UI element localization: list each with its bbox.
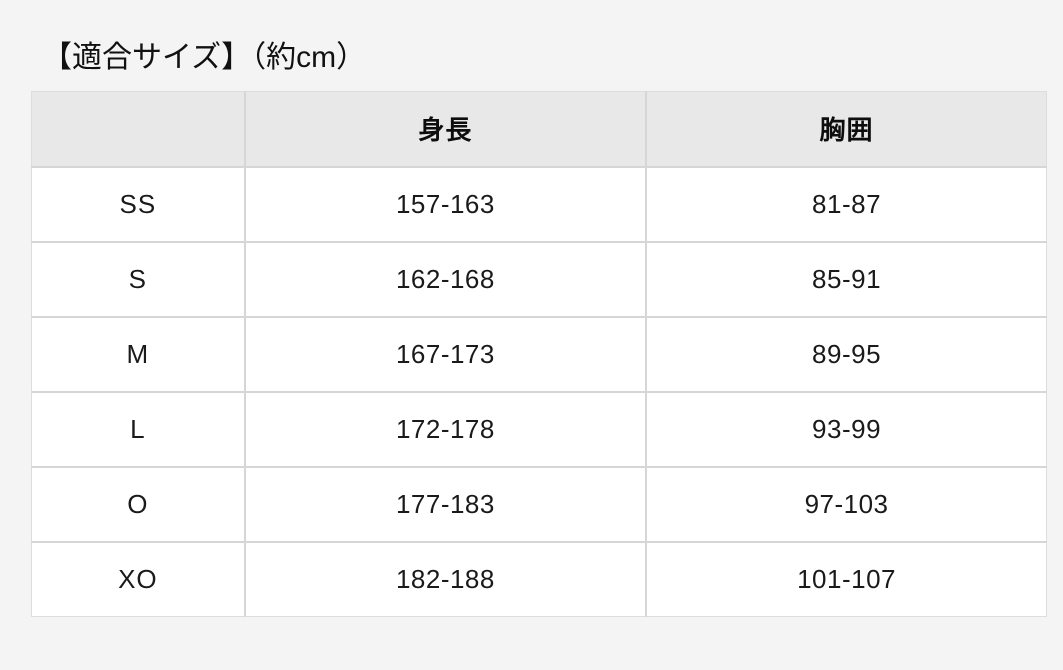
- cell-height: 177-183: [244, 466, 648, 543]
- cell-size: SS: [31, 166, 246, 243]
- column-header-chest: 胸囲: [646, 91, 1047, 168]
- cell-height: 157-163: [244, 166, 648, 243]
- cell-height: 162-168: [244, 241, 648, 318]
- table-row: XO 182-188 101-107: [31, 541, 1047, 617]
- size-table: 身長 胸囲 SS 157-163 81-87 S 162-168 85-91 M…: [31, 91, 1047, 617]
- cell-chest: 97-103: [646, 466, 1047, 543]
- table-row: S 162-168 85-91: [31, 241, 1047, 318]
- page-title: 【適合サイズ】（約cm）: [42, 41, 367, 74]
- cell-size: O: [31, 466, 246, 543]
- cell-height: 167-173: [244, 316, 648, 393]
- cell-chest: 81-87: [646, 166, 1047, 243]
- table-header-row: 身長 胸囲: [31, 91, 1047, 168]
- table-header: 身長 胸囲: [31, 91, 1047, 168]
- cell-size: L: [31, 391, 246, 468]
- cell-height: 172-178: [244, 391, 648, 468]
- cell-size: XO: [31, 541, 246, 617]
- table-row: SS 157-163 81-87: [31, 166, 1047, 243]
- cell-chest: 89-95: [646, 316, 1047, 393]
- table-row: L 172-178 93-99: [31, 391, 1047, 468]
- column-header-size: [31, 91, 246, 168]
- cell-size: M: [31, 316, 246, 393]
- cell-size: S: [31, 241, 246, 318]
- table-row: M 167-173 89-95: [31, 316, 1047, 393]
- cell-chest: 101-107: [646, 541, 1047, 617]
- column-header-height: 身長: [244, 91, 648, 168]
- cell-chest: 93-99: [646, 391, 1047, 468]
- cell-chest: 85-91: [646, 241, 1047, 318]
- size-table-container: 身長 胸囲 SS 157-163 81-87 S 162-168 85-91 M…: [31, 91, 1047, 617]
- table-row: O 177-183 97-103: [31, 466, 1047, 543]
- cell-height: 182-188: [244, 541, 648, 617]
- table-body: SS 157-163 81-87 S 162-168 85-91 M 167-1…: [31, 166, 1047, 617]
